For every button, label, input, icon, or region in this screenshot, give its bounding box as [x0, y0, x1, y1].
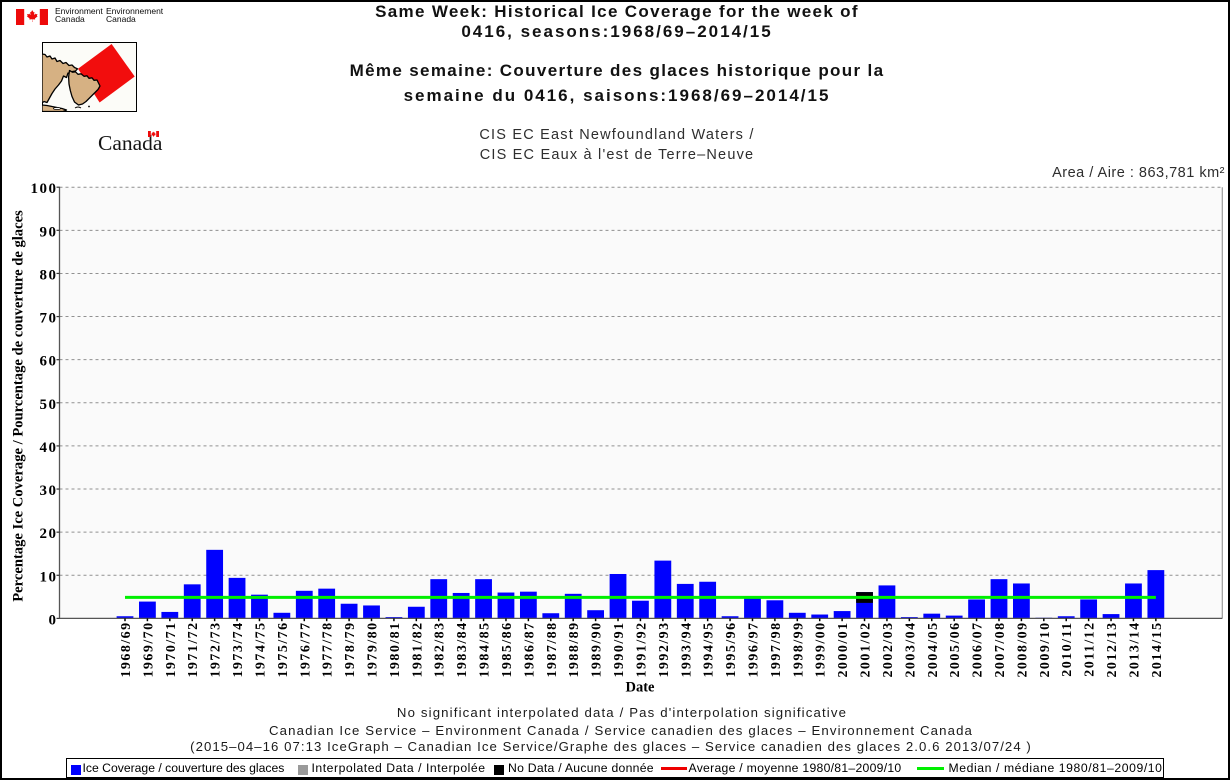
svg-text:1971/72: 1971/72 [186, 621, 201, 677]
svg-text:1995/96: 1995/96 [724, 621, 739, 677]
svg-text:2002/03: 2002/03 [881, 621, 896, 677]
svg-text:2012/13: 2012/13 [1105, 621, 1120, 677]
svg-text:1980/81: 1980/81 [388, 621, 403, 677]
svg-text:1974/75: 1974/75 [253, 621, 268, 677]
svg-text:2009/10: 2009/10 [1038, 621, 1053, 677]
svg-text:40: 40 [40, 440, 58, 456]
svg-text:2004/05: 2004/05 [926, 621, 941, 677]
svg-text:1975/76: 1975/76 [276, 621, 291, 677]
svg-text:50: 50 [40, 397, 58, 413]
svg-text:60: 60 [40, 354, 58, 370]
svg-text:90: 90 [40, 224, 58, 240]
svg-text:1970/71: 1970/71 [164, 621, 179, 677]
svg-text:Date: Date [626, 680, 656, 696]
svg-text:2001/02: 2001/02 [859, 621, 874, 677]
svg-text:1968/69: 1968/69 [119, 621, 134, 677]
svg-text:2003/04: 2003/04 [903, 621, 918, 677]
svg-text:1979/80: 1979/80 [366, 621, 381, 677]
svg-text:2011/12: 2011/12 [1083, 621, 1098, 676]
svg-text:1992/93: 1992/93 [657, 621, 672, 677]
svg-text:2013/14: 2013/14 [1127, 621, 1142, 677]
svg-text:80: 80 [40, 267, 58, 283]
svg-text:100: 100 [31, 181, 58, 197]
svg-text:1973/74: 1973/74 [231, 621, 246, 677]
svg-text:2006/07: 2006/07 [971, 621, 986, 677]
svg-text:2007/08: 2007/08 [993, 621, 1008, 677]
svg-text:1987/88: 1987/88 [545, 621, 560, 677]
svg-text:1994/95: 1994/95 [702, 621, 717, 677]
svg-text:30: 30 [40, 483, 58, 499]
svg-text:1986/87: 1986/87 [522, 621, 537, 677]
svg-text:1991/92: 1991/92 [634, 621, 649, 677]
svg-text:1983/84: 1983/84 [455, 621, 470, 677]
svg-text:1984/85: 1984/85 [478, 621, 493, 677]
svg-text:1978/79: 1978/79 [343, 621, 358, 677]
svg-text:2008/09: 2008/09 [1015, 621, 1030, 677]
svg-text:1993/94: 1993/94 [679, 621, 694, 677]
svg-text:2000/01: 2000/01 [836, 621, 851, 677]
svg-text:1988/89: 1988/89 [567, 621, 582, 677]
svg-text:2014/15: 2014/15 [1150, 621, 1165, 677]
svg-text:1998/99: 1998/99 [791, 621, 806, 677]
svg-text:0: 0 [49, 612, 58, 628]
svg-text:1999/00: 1999/00 [814, 621, 829, 677]
svg-text:2010/11: 2010/11 [1060, 621, 1075, 676]
svg-text:1977/78: 1977/78 [321, 621, 336, 677]
svg-text:20: 20 [40, 526, 58, 542]
svg-text:1990/91: 1990/91 [612, 621, 627, 677]
svg-text:1982/83: 1982/83 [433, 621, 448, 677]
svg-text:1972/73: 1972/73 [209, 621, 224, 677]
svg-text:1996/97: 1996/97 [746, 621, 761, 677]
svg-text:1976/77: 1976/77 [298, 621, 313, 677]
svg-text:Percentage Ice Coverage / Pour: Percentage Ice Coverage / Pourcentage de… [11, 210, 27, 602]
svg-text:1985/86: 1985/86 [500, 621, 515, 677]
svg-text:70: 70 [40, 311, 58, 327]
svg-text:1969/70: 1969/70 [141, 621, 156, 677]
svg-text:1997/98: 1997/98 [769, 621, 784, 677]
svg-text:1981/82: 1981/82 [410, 621, 425, 677]
svg-text:10: 10 [40, 569, 58, 585]
svg-text:2005/06: 2005/06 [948, 621, 963, 677]
svg-text:1989/90: 1989/90 [590, 621, 605, 677]
